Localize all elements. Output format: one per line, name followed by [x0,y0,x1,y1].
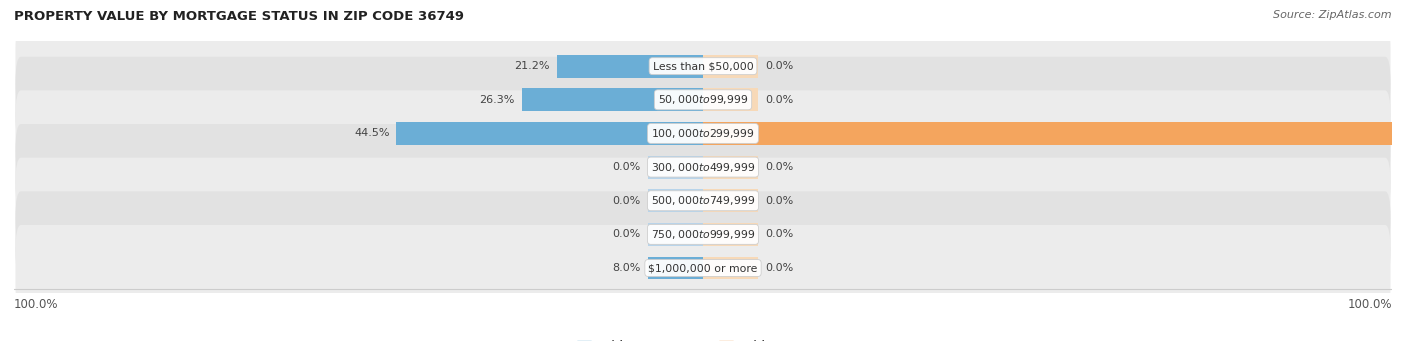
Text: 21.2%: 21.2% [515,61,550,71]
Text: 100.0%: 100.0% [14,298,59,311]
FancyBboxPatch shape [15,124,1391,210]
Bar [522,88,703,111]
Text: Source: ZipAtlas.com: Source: ZipAtlas.com [1274,10,1392,20]
FancyBboxPatch shape [15,57,1391,143]
Bar [703,189,758,212]
Bar [703,223,758,246]
Text: $1,000,000 or more: $1,000,000 or more [648,263,758,273]
Text: 0.0%: 0.0% [765,162,793,172]
Text: 0.0%: 0.0% [765,61,793,71]
Text: 0.0%: 0.0% [765,95,793,105]
Bar [648,155,703,179]
Text: Less than $50,000: Less than $50,000 [652,61,754,71]
FancyBboxPatch shape [15,23,1391,109]
Text: $500,000 to $749,999: $500,000 to $749,999 [651,194,755,207]
FancyBboxPatch shape [15,158,1391,244]
Bar [703,55,758,78]
Text: 26.3%: 26.3% [479,95,515,105]
Text: $50,000 to $99,999: $50,000 to $99,999 [658,93,748,106]
Text: 100.0%: 100.0% [1347,298,1392,311]
Text: 44.5%: 44.5% [354,129,389,138]
Text: $300,000 to $499,999: $300,000 to $499,999 [651,161,755,174]
Text: 100.0%: 100.0% [1399,129,1406,138]
Text: 0.0%: 0.0% [613,162,641,172]
Text: 0.0%: 0.0% [765,229,793,239]
Text: $100,000 to $299,999: $100,000 to $299,999 [651,127,755,140]
Bar [703,88,758,111]
Text: 0.0%: 0.0% [613,229,641,239]
Bar [703,155,758,179]
Text: 8.0%: 8.0% [613,263,641,273]
Text: 0.0%: 0.0% [765,263,793,273]
Bar [703,256,758,280]
FancyBboxPatch shape [15,90,1391,177]
FancyBboxPatch shape [15,191,1391,278]
Bar [703,122,1392,145]
FancyBboxPatch shape [15,225,1391,311]
Text: PROPERTY VALUE BY MORTGAGE STATUS IN ZIP CODE 36749: PROPERTY VALUE BY MORTGAGE STATUS IN ZIP… [14,10,464,23]
Bar [648,189,703,212]
Bar [648,256,703,280]
Text: $750,000 to $999,999: $750,000 to $999,999 [651,228,755,241]
Bar [396,122,703,145]
Text: 0.0%: 0.0% [613,196,641,206]
Bar [557,55,703,78]
Bar [648,223,703,246]
Text: 0.0%: 0.0% [765,196,793,206]
Legend: Without Mortgage, With Mortgage: Without Mortgage, With Mortgage [572,336,834,341]
